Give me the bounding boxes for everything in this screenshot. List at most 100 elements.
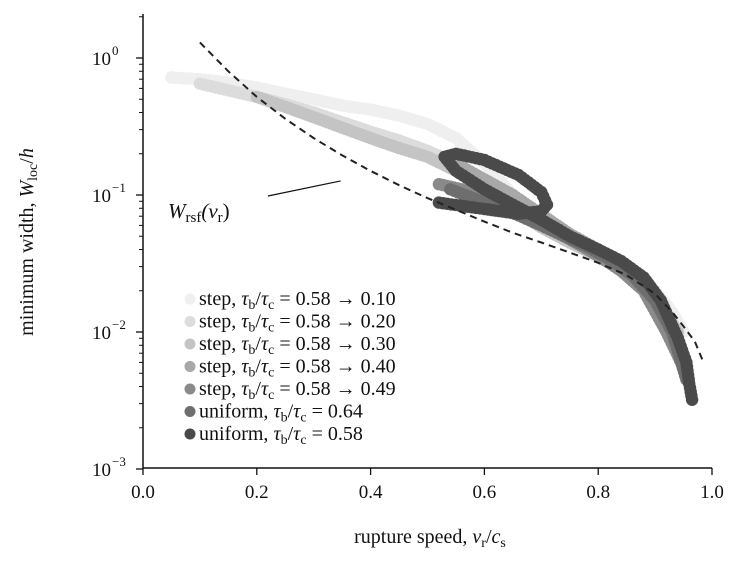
legend-label-part: / — [255, 333, 261, 355]
annotation-var: W — [168, 199, 188, 223]
legend-label-part: b — [248, 366, 255, 381]
x-tick-label: 0.8 — [586, 482, 610, 503]
legend-label-part: τ — [241, 356, 249, 378]
legend-label-part: b — [248, 388, 255, 403]
legend-label-part: / — [255, 311, 261, 333]
y-tick-exponent: 0 — [112, 43, 119, 58]
legend-label-part: c — [268, 343, 274, 358]
y-axis-title-text: minimum width, — [16, 198, 38, 336]
x-axis-title-var2: c — [492, 526, 501, 548]
legend-label-part: c — [300, 433, 306, 448]
legend-label: step, τb/τc = 0.58 → 0.49 — [199, 378, 396, 403]
legend-label-part: / — [288, 401, 294, 423]
x-tick-label: 0.2 — [245, 482, 269, 503]
legend-label-part: uniform, — [199, 423, 273, 445]
legend-label-part: step, — [199, 378, 241, 400]
legend-item: step, τb/τc = 0.58 → 0.49 — [184, 378, 396, 403]
series-7-point — [685, 393, 699, 406]
legend-label-part: τ — [273, 423, 281, 445]
legend-label: step, τb/τc = 0.58 → 0.40 — [199, 356, 396, 381]
y-tick-label: 10 — [92, 49, 111, 70]
y-tick-exponent: −2 — [112, 317, 126, 332]
legend-label-part: / — [255, 288, 261, 310]
legend-label-part: τ — [241, 311, 249, 333]
legend-label-part: = 0.58 → 0.30 — [274, 333, 395, 355]
legend-label-part: uniform, — [199, 401, 273, 423]
legend-label-part: c — [300, 411, 306, 426]
legend-label-part: / — [288, 423, 294, 445]
legend-item: uniform, τb/τc = 0.64 — [184, 401, 363, 426]
series-7 — [432, 147, 699, 406]
legend-label-part: = 0.58 → 0.10 — [274, 288, 395, 310]
legend-item: uniform, τb/τc = 0.58 — [184, 423, 363, 448]
y-tick-label: 10 — [92, 460, 111, 481]
legend-label-part: = 0.58 — [307, 423, 363, 445]
legend-label-part: step, — [199, 333, 241, 355]
legend-label: step, τb/τc = 0.58 → 0.20 — [199, 311, 396, 336]
legend-label-part: b — [248, 298, 255, 313]
y-axis-title-sub: loc — [26, 164, 41, 181]
legend-marker — [184, 361, 196, 372]
y-tick-base: 10 — [92, 460, 111, 481]
legend-label-part: b — [281, 411, 288, 426]
y-tick-label: 10 — [92, 186, 111, 207]
legend-label: uniform, τb/τc = 0.58 — [199, 423, 363, 448]
legend-label-part: b — [281, 433, 288, 448]
y-axis-title-var2: h — [16, 148, 38, 158]
x-axis-title-sub: r — [481, 536, 486, 551]
legend-item: step, τb/τc = 0.58 → 0.10 — [184, 288, 396, 313]
legend-label-part: b — [248, 343, 255, 358]
legend-label-part: τ — [241, 288, 249, 310]
legend-marker — [184, 406, 196, 417]
annotation-sub: rsf — [186, 210, 202, 226]
y-tick-base: 10 — [92, 186, 111, 207]
legend-label-part: = 0.58 → 0.49 — [274, 378, 395, 400]
legend-label-part: / — [255, 356, 261, 378]
x-axis-title-var: v — [472, 526, 481, 548]
reference-curve-annotation: Wrsf(vr) — [168, 180, 341, 226]
y-tick-base: 10 — [92, 49, 111, 70]
legend-label-part: τ — [241, 333, 249, 355]
y-tick-label: 10 — [92, 323, 111, 344]
legend-label-part: step, — [199, 288, 241, 310]
legend-label-part: = 0.64 — [307, 401, 363, 423]
legend-label-part: c — [268, 388, 274, 403]
legend-marker — [184, 316, 196, 327]
legend-label-part: = 0.58 → 0.40 — [274, 356, 395, 378]
annotation-arg-open: (v — [201, 199, 218, 223]
y-axis-title-slash: / — [16, 158, 38, 164]
y-tick-exponent: −1 — [112, 180, 126, 195]
legend-label-part: τ — [261, 356, 269, 378]
annotation-arg-close: ) — [223, 199, 230, 223]
legend-label-part: c — [268, 298, 274, 313]
x-axis-title-sub2: s — [500, 536, 505, 551]
legend-label-part: τ — [273, 401, 281, 423]
plot-area — [165, 41, 705, 406]
legend-label-part: b — [248, 321, 255, 336]
x-axis-ticks: 0.0 0.2 0.4 0.6 0.8 1.0 — [131, 468, 724, 503]
legend-item: step, τb/τc = 0.58 → 0.20 — [184, 311, 396, 336]
legend-label-part: τ — [241, 378, 249, 400]
legend-label-part: c — [268, 321, 274, 336]
x-axis-title-text: rupture speed, — [354, 526, 472, 548]
legend-label-part: / — [255, 378, 261, 400]
legend-label-part: c — [268, 366, 274, 381]
legend-label-part: = 0.58 → 0.20 — [274, 311, 395, 333]
x-tick-label: 0.0 — [131, 482, 155, 503]
annotation-leader-line — [267, 180, 341, 197]
legend-label-part: step, — [199, 356, 241, 378]
legend-label-part: step, — [199, 311, 241, 333]
legend-label-part: τ — [261, 311, 269, 333]
y-tick-exponent: −3 — [112, 454, 126, 469]
legend-item: step, τb/τc = 0.58 → 0.30 — [184, 333, 396, 358]
legend-label: step, τb/τc = 0.58 → 0.30 — [199, 333, 396, 358]
reference-curve-line — [199, 41, 705, 363]
legend-label-part: τ — [293, 401, 301, 423]
annotation-arg-sub: r — [218, 210, 223, 226]
legend-label-part: τ — [261, 378, 269, 400]
